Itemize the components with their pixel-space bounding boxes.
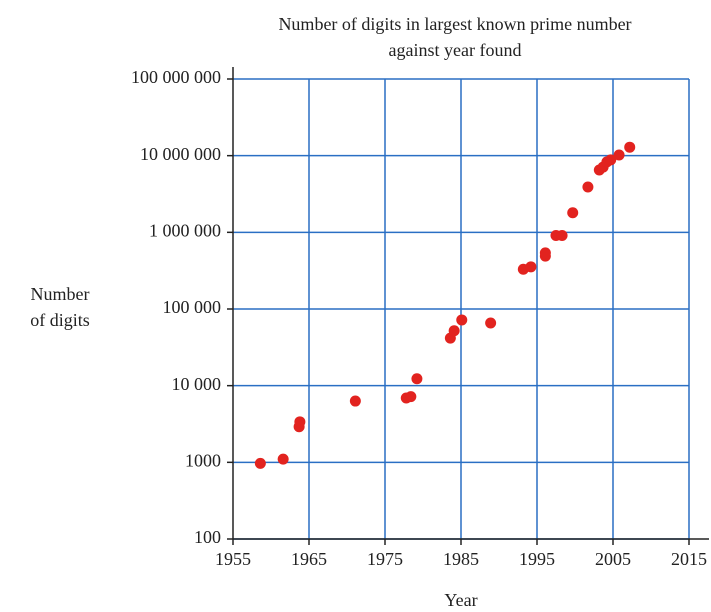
x-tick-label: 2015 bbox=[671, 549, 707, 569]
point bbox=[448, 325, 460, 337]
x-axis-label: Year bbox=[444, 590, 477, 610]
point bbox=[613, 149, 625, 161]
point bbox=[556, 229, 568, 241]
point bbox=[525, 261, 537, 273]
point bbox=[456, 314, 468, 326]
point bbox=[349, 395, 361, 407]
y-axis-label: of digits bbox=[30, 310, 90, 330]
x-tick-label: 1995 bbox=[519, 549, 555, 569]
y-tick-label: 1000 bbox=[185, 450, 221, 470]
x-tick-label: 1965 bbox=[291, 549, 327, 569]
point bbox=[582, 181, 594, 193]
point bbox=[254, 457, 266, 469]
point bbox=[485, 317, 497, 329]
chart-title: against year found bbox=[389, 40, 522, 60]
y-tick-label: 100 000 000 bbox=[131, 67, 221, 87]
point bbox=[277, 453, 289, 465]
x-tick-label: 1955 bbox=[215, 549, 251, 569]
y-tick-label: 1 000 000 bbox=[149, 220, 221, 240]
y-tick-label: 10 000 000 bbox=[140, 144, 221, 164]
y-axis-label: Number bbox=[31, 284, 90, 304]
x-tick-label: 2005 bbox=[595, 549, 631, 569]
y-tick-label: 100 bbox=[194, 527, 221, 547]
x-tick-label: 1985 bbox=[443, 549, 479, 569]
chart-title: Number of digits in largest known prime … bbox=[278, 14, 631, 34]
point bbox=[567, 207, 579, 219]
y-tick-label: 10 000 bbox=[172, 374, 222, 394]
y-tick-label: 100 000 bbox=[163, 297, 222, 317]
point bbox=[411, 373, 423, 385]
x-tick-label: 1975 bbox=[367, 549, 403, 569]
point bbox=[294, 416, 306, 428]
point bbox=[405, 391, 417, 403]
point bbox=[539, 247, 551, 259]
point bbox=[605, 154, 617, 166]
point bbox=[624, 141, 636, 153]
